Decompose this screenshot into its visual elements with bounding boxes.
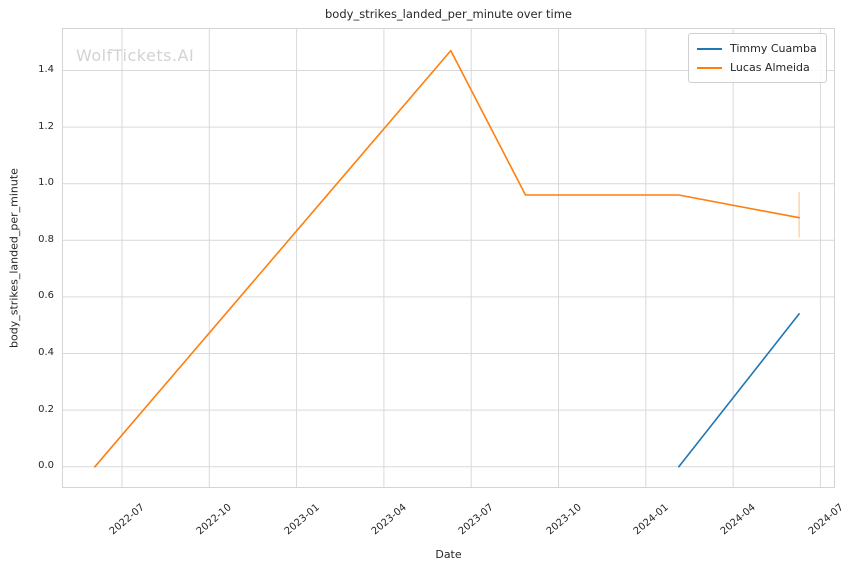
y-tick-label: 0.6 <box>38 290 54 302</box>
legend: Timmy Cuamba Lucas Almeida <box>688 33 827 83</box>
series-line-lucas-almeida <box>93 49 800 468</box>
y-tick-label: 0.2 <box>38 403 54 415</box>
y-tick-label: 0.4 <box>38 347 54 359</box>
y-tick-label: 1.2 <box>38 120 54 132</box>
x-tick-label: 2023-07 <box>457 502 497 538</box>
x-tick-label: 2024-07 <box>806 502 846 538</box>
y-tick-label: 1.0 <box>38 177 54 189</box>
series-line-timmy-cuamba <box>677 313 800 468</box>
plot-area <box>62 28 835 488</box>
plot-spines <box>62 28 835 488</box>
y-tick-label: 0.0 <box>38 460 54 472</box>
x-tick-label: 2022-07 <box>107 502 148 538</box>
chart-svg <box>62 28 835 488</box>
y-tick-label: 0.8 <box>38 233 54 245</box>
chart-title: body_strikes_landed_per_minute over time <box>325 7 572 21</box>
legend-label: Timmy Cuamba <box>730 42 817 55</box>
legend-label: Lucas Almeida <box>730 61 810 74</box>
legend-item-timmy-cuamba: Timmy Cuamba <box>697 39 817 58</box>
legend-line-swatch <box>697 47 722 50</box>
x-tick-label: 2024-01 <box>631 502 671 538</box>
y-axis-label: body_strikes_landed_per_minute <box>7 168 21 348</box>
y-tick-label: 1.4 <box>38 63 54 75</box>
x-axis-label: Date <box>435 548 462 561</box>
x-tick-label: 2023-01 <box>282 502 322 538</box>
x-tick-label: 2024-04 <box>719 502 759 538</box>
x-tick-label: 2023-10 <box>544 502 584 538</box>
legend-item-lucas-almeida: Lucas Almeida <box>697 58 817 77</box>
legend-line-swatch <box>697 66 722 69</box>
x-tick-label: 2022-10 <box>195 502 235 538</box>
x-tick-label: 2023-04 <box>369 502 409 538</box>
watermark: WolfTickets.AI <box>76 46 195 65</box>
